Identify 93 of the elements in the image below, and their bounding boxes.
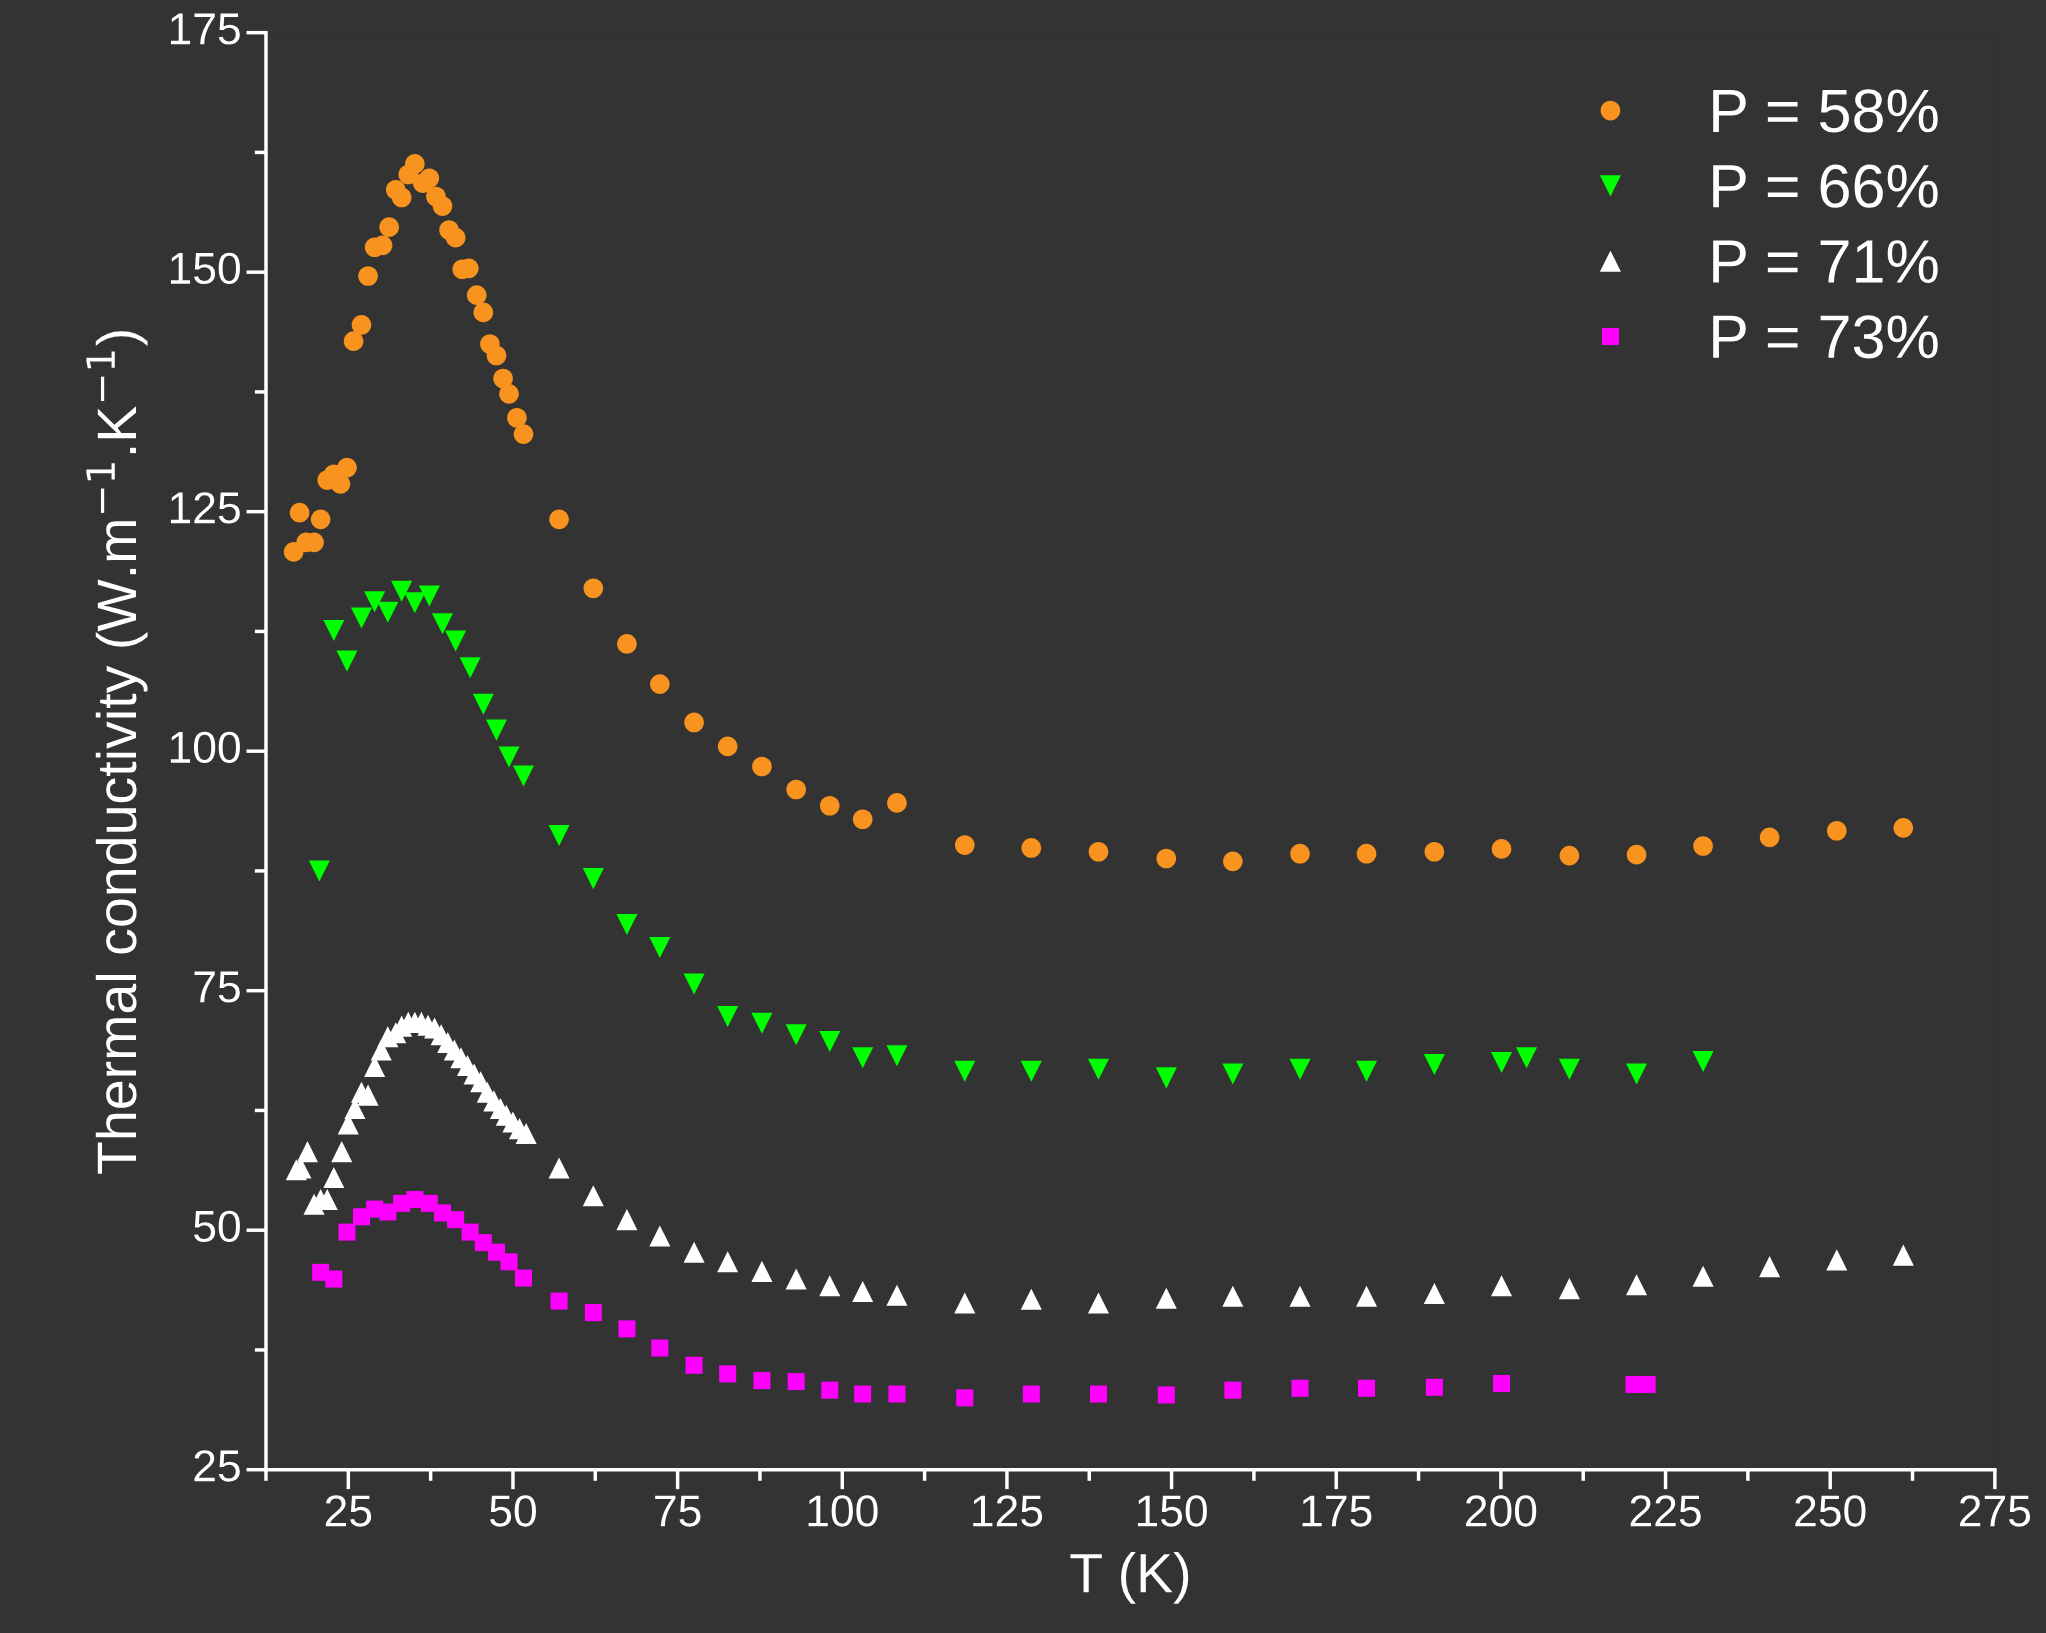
point [787, 1373, 805, 1391]
point [1626, 1063, 1648, 1085]
point [1358, 1379, 1376, 1397]
point [406, 1191, 424, 1209]
x-tick-label: 25 [325, 1495, 372, 1527]
point [618, 1320, 636, 1338]
point [1089, 1385, 1107, 1403]
y-tick-label: 150 [170, 252, 240, 285]
point [1155, 1067, 1177, 1089]
point [364, 591, 386, 613]
point [512, 765, 535, 787]
point [1638, 1375, 1656, 1393]
point [550, 1292, 568, 1310]
point [308, 860, 330, 882]
x-tick-label: 125 [973, 1495, 1043, 1527]
point [821, 1381, 839, 1399]
point [1425, 1378, 1443, 1396]
y-tick-label: 25 [194, 1450, 240, 1482]
point [461, 1223, 479, 1241]
point [888, 1385, 906, 1403]
point [336, 650, 358, 672]
y-axis-title: Thermal conductivity (W.m$^{−1}$.K$^{−1}$) [86, 331, 148, 1174]
point [886, 1045, 908, 1067]
point [1692, 1051, 1714, 1073]
point [719, 1365, 737, 1383]
point [649, 937, 671, 959]
point [447, 1211, 465, 1229]
point [954, 1060, 976, 1082]
point [1157, 1386, 1175, 1404]
point [685, 1356, 703, 1374]
x-tick-label: 175 [1302, 1495, 1372, 1527]
point [338, 1223, 356, 1241]
point [350, 607, 373, 629]
point [1558, 1058, 1580, 1080]
y-tick-label: 75 [194, 971, 240, 1003]
point [1022, 1385, 1040, 1403]
x-axis-title: T (K) [1070, 1552, 1189, 1604]
legend-label: P = 66% [1713, 164, 1938, 208]
point [418, 585, 440, 607]
point [1289, 1058, 1311, 1080]
x-tick-label: 150 [1137, 1495, 1207, 1527]
point [616, 914, 638, 936]
point [1491, 1052, 1513, 1074]
point [548, 824, 570, 847]
point [1291, 1379, 1309, 1397]
legend-label: P = 71% [1713, 240, 1938, 283]
point [854, 1385, 872, 1403]
point [404, 592, 426, 614]
x-tick-label: 75 [655, 1495, 701, 1527]
x-tick-label: 100 [808, 1495, 878, 1527]
point [785, 1024, 807, 1046]
point [1020, 1060, 1042, 1082]
legend-label: P = 58% [1713, 89, 1938, 133]
point [391, 580, 413, 602]
point [377, 601, 399, 623]
point [751, 1012, 773, 1034]
point [514, 1269, 532, 1287]
point [1423, 1053, 1445, 1075]
y-tick-label: 50 [194, 1210, 240, 1243]
point [445, 630, 467, 652]
point [1516, 1047, 1538, 1069]
point [717, 1006, 739, 1028]
point [472, 693, 494, 715]
y-tick-label: 100 [170, 731, 240, 764]
point [1224, 1381, 1242, 1399]
point [325, 1270, 343, 1288]
x-tick-label: 250 [1795, 1495, 1866, 1527]
point [1087, 1058, 1109, 1080]
point [485, 719, 508, 741]
point [1356, 1060, 1378, 1082]
point [753, 1372, 771, 1390]
point [459, 657, 481, 679]
point [651, 1339, 669, 1357]
legend-label: P = 73% [1713, 315, 1938, 359]
point [582, 868, 604, 890]
y-tick-label: 175 [170, 13, 240, 45]
point [474, 1234, 492, 1252]
y-tick-label: 125 [170, 492, 240, 524]
point [584, 1304, 602, 1322]
point [956, 1389, 974, 1407]
point [500, 1253, 518, 1271]
point [683, 973, 705, 995]
x-tick-label: 200 [1466, 1495, 1537, 1527]
point [431, 613, 454, 635]
x-tick-label: 225 [1630, 1495, 1701, 1527]
point [1222, 1063, 1244, 1085]
point [498, 746, 520, 768]
point [1493, 1374, 1511, 1392]
point [819, 1030, 841, 1052]
point [323, 619, 345, 641]
point [852, 1047, 874, 1069]
x-tick-label: 275 [1960, 1495, 2031, 1527]
x-tick-label: 50 [490, 1495, 536, 1527]
